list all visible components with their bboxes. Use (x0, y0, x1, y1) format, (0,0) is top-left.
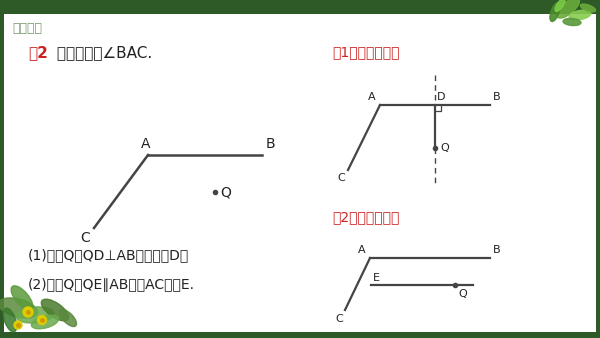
Text: C: C (335, 314, 343, 324)
Text: 如图，已知∠BAC.: 如图，已知∠BAC. (52, 45, 152, 60)
Text: 例2: 例2 (28, 45, 48, 60)
Text: B: B (266, 137, 275, 151)
Text: B: B (493, 245, 500, 255)
Ellipse shape (31, 315, 59, 329)
Ellipse shape (0, 298, 37, 318)
Ellipse shape (555, 0, 565, 11)
Text: E: E (373, 273, 380, 283)
Text: B: B (493, 92, 500, 102)
Text: Q: Q (458, 289, 467, 299)
Ellipse shape (563, 19, 581, 26)
Text: A: A (141, 137, 151, 151)
Circle shape (14, 321, 22, 329)
Ellipse shape (580, 4, 596, 12)
Text: （1）如图所示：: （1）如图所示： (332, 45, 400, 59)
Ellipse shape (569, 10, 591, 20)
Bar (0, 0, 4, 338)
Text: (2)过点Q画QE∥AB，交AC于点E.: (2)过点Q画QE∥AB，交AC于点E. (28, 278, 195, 292)
Bar (0, 0, 600, 14)
Ellipse shape (550, 2, 560, 22)
Text: (1)过点Q画QD⊥AB，垂足为D；: (1)过点Q画QD⊥AB，垂足为D； (28, 248, 189, 262)
Ellipse shape (41, 299, 69, 321)
Text: 例题讲解: 例题讲解 (12, 22, 42, 35)
Bar (596, 0, 600, 338)
Text: D: D (437, 92, 445, 102)
Text: A: A (368, 92, 376, 102)
Text: A: A (358, 245, 366, 255)
Ellipse shape (557, 0, 580, 18)
Circle shape (37, 315, 47, 324)
Text: Q: Q (440, 143, 449, 153)
Ellipse shape (59, 310, 77, 327)
Text: C: C (80, 231, 90, 245)
Text: Q: Q (220, 185, 231, 199)
Text: C: C (337, 173, 345, 183)
Bar (0, 332, 600, 338)
Text: （2）如图所示：: （2）如图所示： (332, 210, 400, 224)
Circle shape (23, 307, 33, 317)
Ellipse shape (3, 308, 17, 332)
Ellipse shape (11, 286, 33, 310)
Ellipse shape (16, 307, 54, 323)
